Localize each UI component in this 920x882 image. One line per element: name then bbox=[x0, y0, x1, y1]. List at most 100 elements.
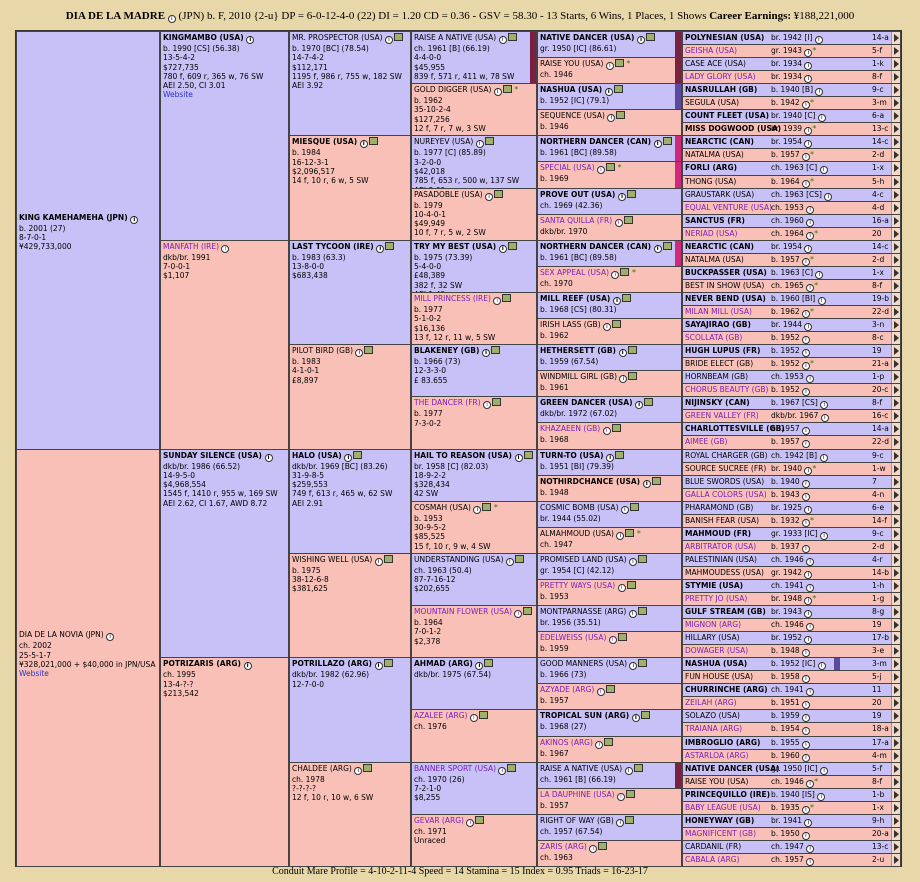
horse-name[interactable]: NUREYEV (USA) bbox=[414, 137, 474, 147]
horse-name-link[interactable]: HAIL TO REASON (USA) i bbox=[414, 450, 534, 462]
horse-name[interactable]: MOUNTAIN FLOWER (USA) bbox=[414, 607, 513, 617]
horse-name-link[interactable]: TURN-TO (USA) i bbox=[540, 450, 679, 462]
horse-name-link[interactable]: CHORUS BEAUTY (GB) bbox=[685, 385, 769, 395]
horse-name[interactable]: RIGHT OF WAY (GB) bbox=[540, 815, 614, 825]
horse-name[interactable]: SEQUENCE (USA) bbox=[540, 111, 605, 121]
horse-name[interactable]: GOOD MANNERS (USA) bbox=[540, 659, 628, 669]
info-icon[interactable]: i bbox=[804, 49, 813, 58]
mail-icon[interactable] bbox=[523, 450, 533, 459]
mail-icon[interactable] bbox=[626, 789, 635, 798]
info-icon[interactable]: i bbox=[469, 714, 478, 723]
horse-name[interactable]: TROPICAL SUN (ARG) bbox=[540, 711, 630, 721]
horse-name-link[interactable]: NATALMA (USA) bbox=[685, 254, 744, 264]
mail-icon[interactable] bbox=[491, 346, 501, 355]
info-icon[interactable]: i bbox=[354, 766, 363, 775]
info-icon[interactable]: i bbox=[802, 427, 811, 436]
expand-arrow-icon[interactable] bbox=[891, 788, 900, 801]
expand-arrow-icon[interactable] bbox=[891, 279, 900, 292]
mail-icon[interactable] bbox=[612, 320, 622, 329]
horse-name-link[interactable]: MILL REEF (USA) i bbox=[540, 293, 679, 305]
horse-name[interactable]: RAISE YOU (USA) bbox=[540, 59, 604, 69]
mail-icon[interactable] bbox=[598, 841, 608, 850]
expand-arrow-icon[interactable] bbox=[891, 606, 900, 619]
horse-name-link[interactable]: DOWAGER (USA) bbox=[685, 646, 749, 656]
info-icon[interactable]: i bbox=[605, 62, 614, 71]
horse-name-link[interactable]: EQUAL VENTURE (USA) bbox=[685, 202, 773, 212]
horse-name-link[interactable]: NIJINSKY (CAN) bbox=[685, 398, 750, 408]
mail-icon[interactable] bbox=[494, 189, 504, 198]
horse-name-link[interactable]: PROVE OUT (USA) i bbox=[540, 189, 679, 201]
horse-name-link[interactable]: GEISHA (USA) bbox=[685, 46, 738, 56]
horse-name-link[interactable]: GREEN VALLEY (FR) bbox=[685, 411, 759, 421]
horse-name-link[interactable]: CASE ACE (USA) bbox=[685, 59, 746, 69]
horse-name[interactable]: TRY MY BEST (USA) bbox=[414, 241, 497, 251]
horse-name-link[interactable]: ALMAHMOUD (USA) i * bbox=[540, 528, 679, 540]
horse-name[interactable]: UNDERSTANDING (USA) bbox=[414, 554, 504, 564]
expand-arrow-icon[interactable] bbox=[891, 827, 900, 840]
mail-icon[interactable] bbox=[523, 607, 533, 616]
expand-arrow-icon[interactable] bbox=[891, 397, 900, 410]
info-icon[interactable]: i bbox=[606, 453, 615, 462]
expand-arrow-icon[interactable] bbox=[891, 332, 900, 345]
horse-name[interactable]: THE DANCER (FR) bbox=[414, 398, 481, 408]
expand-arrow-icon[interactable] bbox=[891, 32, 900, 45]
horse-name[interactable]: LA DAUPHINE (USA) bbox=[540, 789, 615, 799]
horse-name[interactable]: PILOT BIRD (GB) bbox=[292, 346, 354, 356]
info-icon[interactable]: i bbox=[806, 218, 815, 227]
info-icon[interactable]: i bbox=[376, 244, 385, 253]
horse-name-link[interactable]: ROYAL CHARGER (GB) bbox=[685, 450, 768, 460]
horse-name-link[interactable]: TROPICAL SUN (ARG) i bbox=[540, 711, 679, 723]
mail-icon[interactable] bbox=[626, 189, 636, 198]
horse-name-link[interactable]: SANCTUS (FR) bbox=[685, 215, 745, 225]
info-icon[interactable]: i bbox=[106, 633, 115, 642]
expand-arrow-icon[interactable] bbox=[891, 749, 900, 762]
horse-name-link[interactable]: MAHMOUD (FR) bbox=[685, 528, 752, 538]
horse-name-link[interactable]: PHARAMOND (GB) bbox=[685, 502, 754, 512]
info-icon[interactable]: i bbox=[629, 662, 638, 671]
horse-name-link[interactable]: IRISH LASS (GB) i bbox=[540, 320, 679, 332]
mail-icon[interactable] bbox=[617, 633, 627, 642]
expand-arrow-icon[interactable] bbox=[891, 775, 900, 788]
info-icon[interactable]: i bbox=[817, 114, 826, 123]
info-icon[interactable]: i bbox=[806, 205, 815, 214]
expand-arrow-icon[interactable] bbox=[891, 723, 900, 736]
horse-name-link[interactable]: PALESTINIAN (USA) bbox=[685, 554, 757, 564]
horse-name-link[interactable]: HALO (USA) i bbox=[292, 450, 408, 462]
horse-name-link[interactable]: MONTPARNASSE (ARG) i bbox=[540, 607, 679, 619]
expand-arrow-icon[interactable] bbox=[891, 162, 900, 175]
horse-name[interactable]: SANTA QUILLA (FR) bbox=[540, 215, 613, 225]
expand-arrow-icon[interactable] bbox=[891, 736, 900, 749]
expand-arrow-icon[interactable] bbox=[891, 358, 900, 371]
horse-name-link[interactable]: BANNER SPORT (USA) i bbox=[414, 763, 534, 775]
horse-name[interactable]: COSMIC BOMB (USA) bbox=[540, 502, 619, 512]
info-icon[interactable]: i bbox=[802, 675, 811, 684]
horse-name-link[interactable]: WINDMILL GIRL (GB) i bbox=[540, 372, 679, 384]
horse-name-link[interactable]: HUGH LUPUS (FR) bbox=[685, 346, 761, 356]
info-icon[interactable]: i bbox=[631, 714, 640, 723]
horse-name[interactable]: HALO (USA) bbox=[292, 450, 342, 460]
horse-name-link[interactable]: RIGHT OF WAY (GB) i bbox=[540, 815, 679, 827]
expand-arrow-icon[interactable] bbox=[891, 671, 900, 684]
expand-arrow-icon[interactable] bbox=[891, 475, 900, 488]
info-icon[interactable]: i bbox=[617, 192, 626, 201]
info-icon[interactable]: i bbox=[624, 766, 633, 775]
horse-name[interactable]: HAIL TO REASON (USA) bbox=[414, 450, 512, 460]
mail-icon[interactable] bbox=[629, 502, 639, 511]
expand-arrow-icon[interactable] bbox=[891, 123, 900, 136]
info-icon[interactable]: i bbox=[221, 244, 230, 253]
info-icon[interactable]: i bbox=[804, 636, 813, 645]
horse-name-link[interactable]: SPECIAL (USA) i * bbox=[540, 163, 679, 175]
mail-icon[interactable] bbox=[620, 267, 630, 276]
expand-arrow-icon[interactable] bbox=[891, 840, 900, 853]
horse-name[interactable]: MILL PRINCESS (IRE) bbox=[414, 293, 491, 303]
horse-name-link[interactable]: WISHING WELL (USA) i bbox=[292, 554, 408, 566]
horse-name-link[interactable]: BANISH FEAR (USA) bbox=[685, 515, 760, 525]
website-link[interactable]: Website bbox=[19, 669, 49, 679]
horse-name-link[interactable]: KHAZAEEN (GB) i bbox=[540, 424, 679, 436]
horse-name[interactable]: MILL REEF (USA) bbox=[540, 293, 611, 303]
expand-arrow-icon[interactable] bbox=[891, 553, 900, 566]
info-icon[interactable]: i bbox=[608, 636, 617, 645]
horse-name-link[interactable]: MAGNIFICENT (GB) bbox=[685, 828, 756, 838]
info-icon[interactable]: i bbox=[374, 662, 383, 671]
info-icon[interactable]: i bbox=[804, 323, 813, 332]
